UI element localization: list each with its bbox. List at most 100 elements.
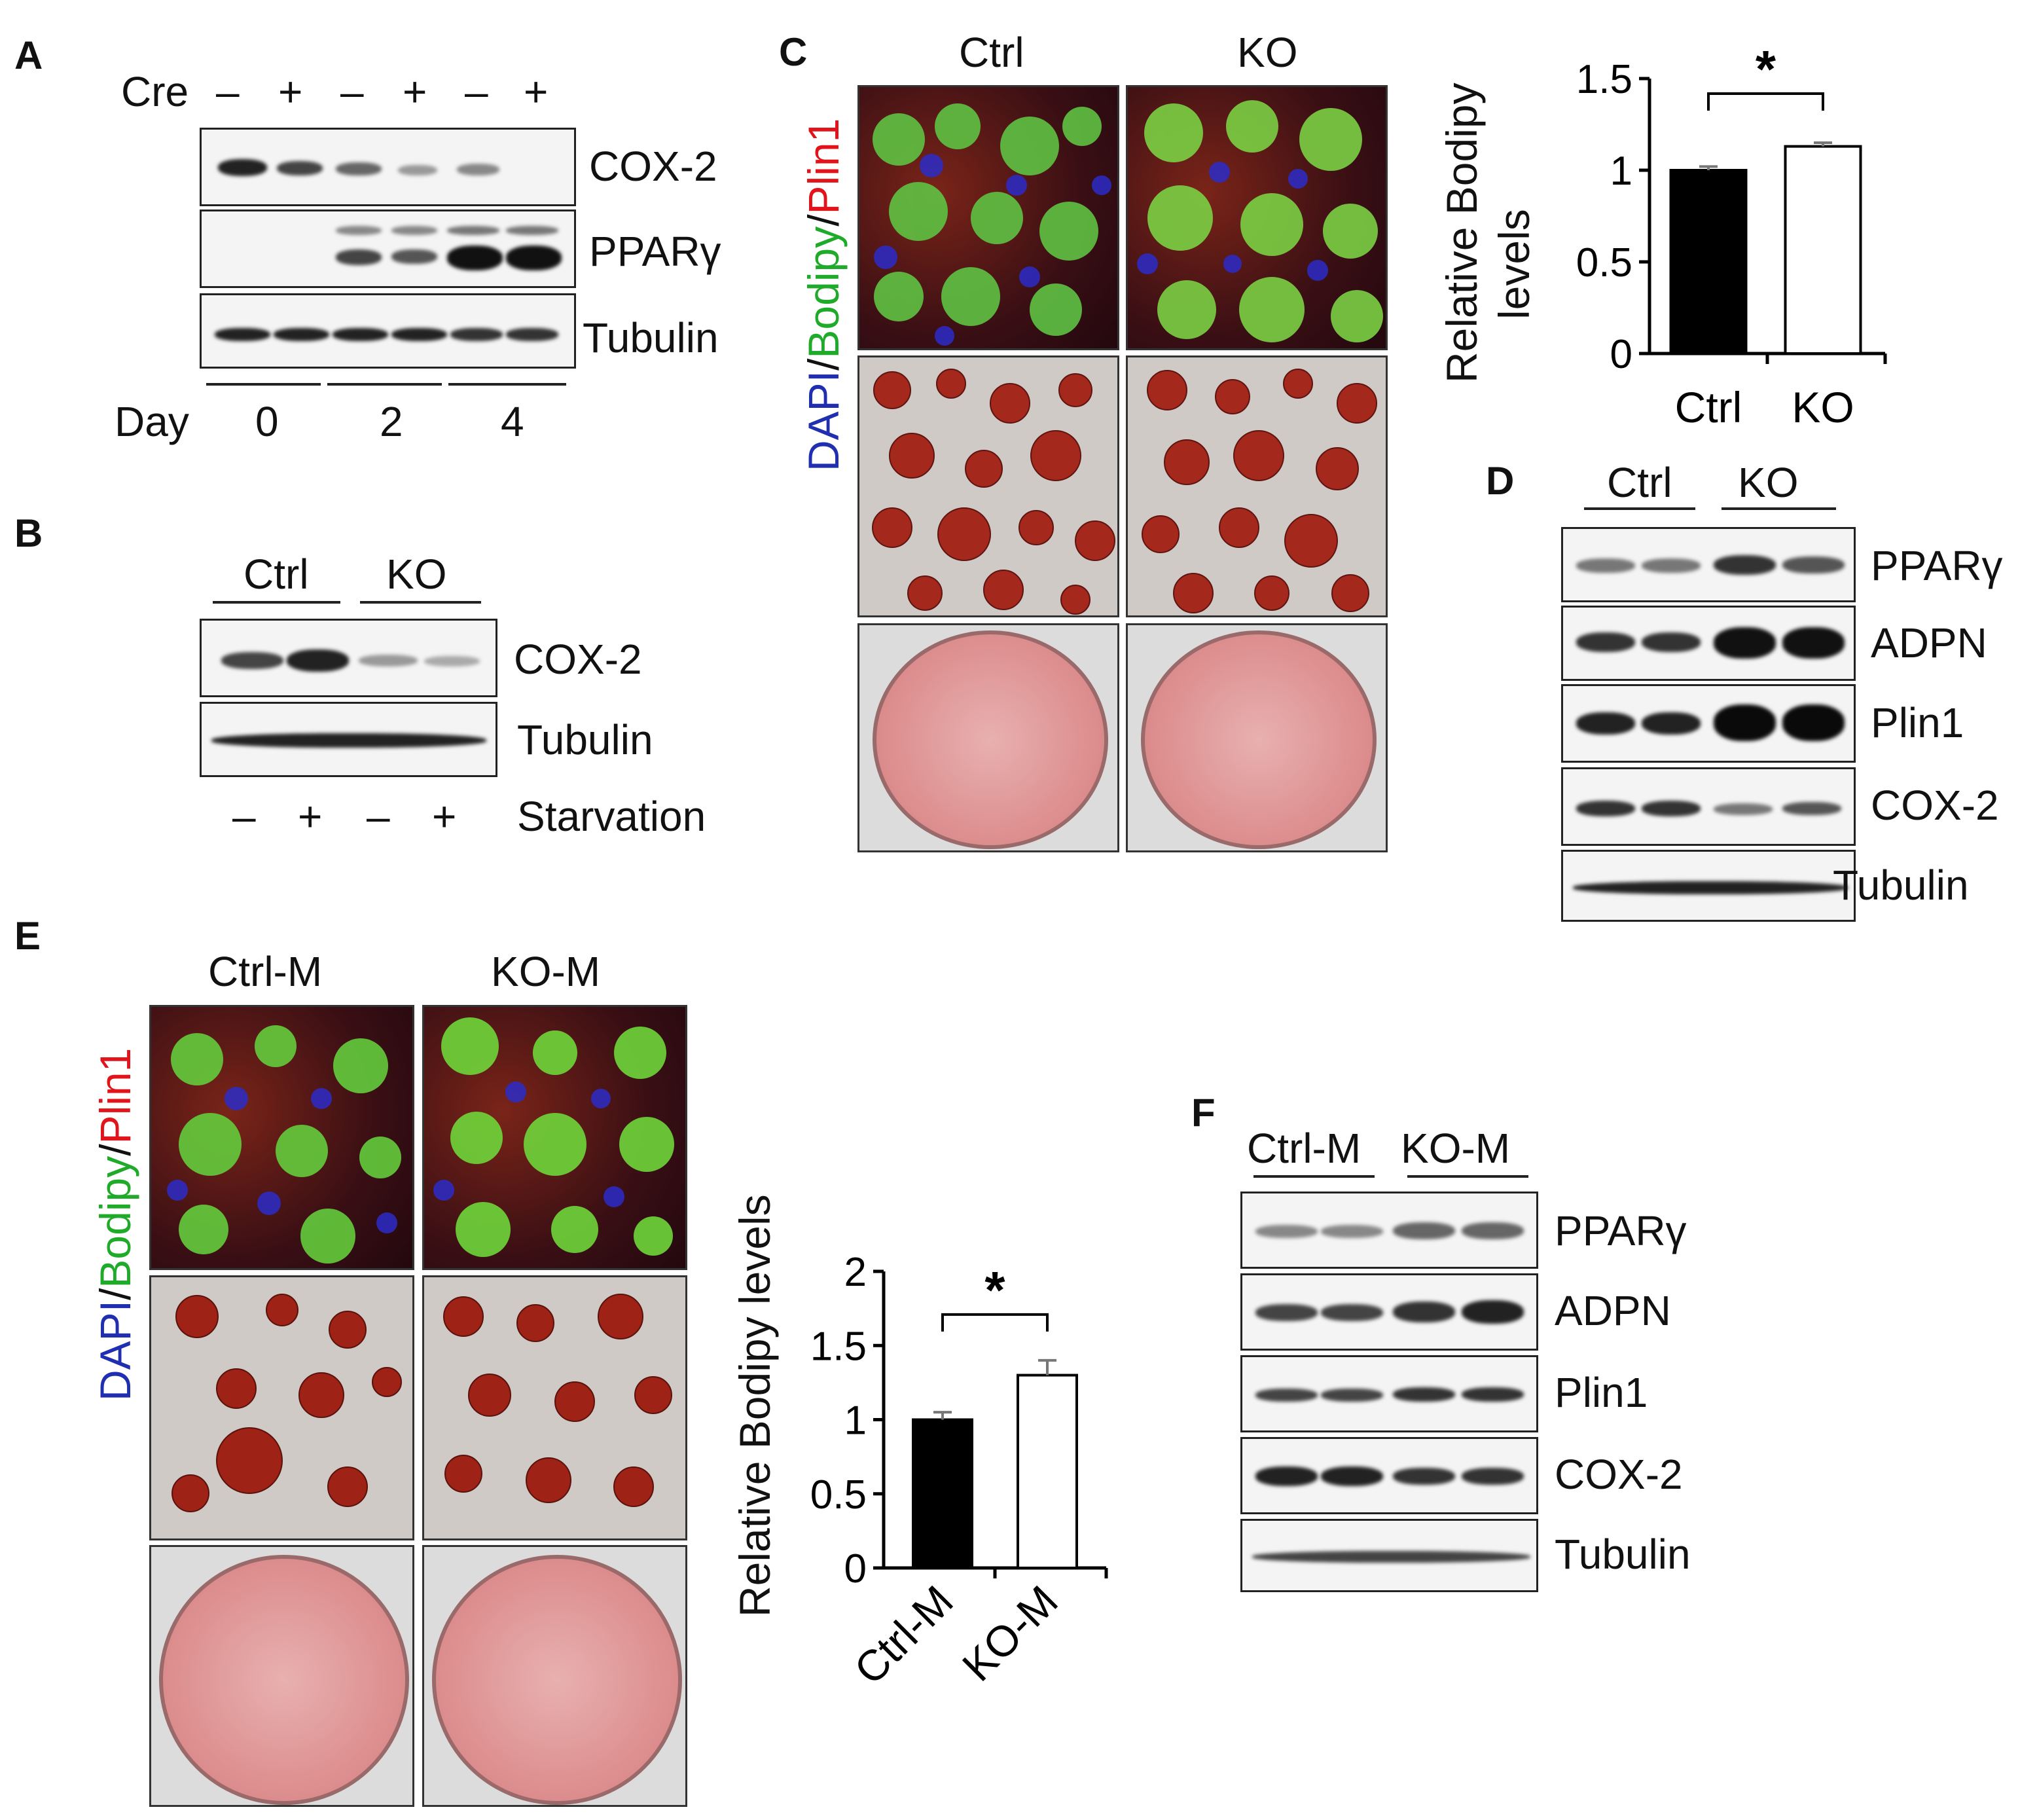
blot-label: Tubulin xyxy=(1833,862,1969,909)
group-label: KO xyxy=(1738,459,1799,506)
cre-sign: – xyxy=(465,68,488,115)
column-header: KO-M xyxy=(491,948,601,995)
blot-strip xyxy=(200,619,497,697)
blot-label: ADPN xyxy=(1871,619,1987,666)
day-label: Day xyxy=(115,398,189,445)
starv-sign: – xyxy=(232,793,256,840)
fluorescence-image-ko xyxy=(1126,85,1388,350)
blot-strip xyxy=(1240,1192,1538,1269)
stain-label: DAPI/Bodipy/Plin1 xyxy=(799,118,848,471)
dish-image-ko-m xyxy=(422,1545,687,1807)
blot-strip xyxy=(1240,1355,1538,1432)
blot-strip xyxy=(1240,1437,1538,1514)
blot-label-cox2: COX-2 xyxy=(514,636,642,683)
dish-image-ko xyxy=(1126,623,1388,852)
blot-strip xyxy=(200,209,576,288)
y-axis-label: Relative Bodipy xyxy=(1437,82,1486,383)
cre-sign: – xyxy=(340,68,364,115)
blot-strip xyxy=(1240,1273,1538,1351)
dish-image-ctrl xyxy=(857,623,1119,852)
panel-label-b: B xyxy=(14,511,43,555)
blot-label: Tubulin xyxy=(1555,1531,1691,1578)
column-header: KO xyxy=(1237,29,1298,76)
blot-label: Plin1 xyxy=(1871,699,1964,746)
y-tick-label: 1.5 xyxy=(810,1324,867,1369)
panel-label-c: C xyxy=(779,30,808,74)
group-label: KO-M xyxy=(1401,1125,1511,1172)
dish-image-ctrl-m xyxy=(149,1545,414,1807)
y-tick-label: 0.5 xyxy=(810,1472,867,1518)
y-tick-label: 1.5 xyxy=(1576,57,1632,102)
column-header: Ctrl-M xyxy=(208,948,323,995)
panel-label-e: E xyxy=(14,914,41,958)
blot-label: PPARγ xyxy=(1871,542,2003,589)
y-tick-label: 0 xyxy=(1610,332,1632,377)
panel-label-d: D xyxy=(1486,459,1515,503)
bar xyxy=(912,1418,973,1569)
blot-label-tubulin: Tubulin xyxy=(517,716,653,763)
blot-strip xyxy=(200,128,576,206)
blot-label-ppar: PPARγ xyxy=(589,228,721,275)
starv-sign: + xyxy=(432,793,457,840)
significance-bracket xyxy=(1707,92,1824,111)
group-label: Ctrl xyxy=(243,551,309,598)
starvation-label: Starvation xyxy=(517,793,706,840)
blot-strip xyxy=(1561,850,1856,922)
x-tick-label: Ctrl-M xyxy=(845,1576,962,1694)
day-value: 0 xyxy=(255,398,279,445)
blot-strip xyxy=(200,293,576,369)
significance-bracket xyxy=(941,1313,1049,1332)
cre-label: Cre xyxy=(121,68,189,115)
oil-red-image-ctrl-m xyxy=(149,1275,414,1540)
x-tick-label: Ctrl xyxy=(1675,383,1742,431)
blot-strip xyxy=(1561,606,1856,681)
starv-sign: – xyxy=(367,793,390,840)
oil-red-image-ko xyxy=(1126,355,1388,617)
blot-label: COX-2 xyxy=(1871,782,1999,829)
panel-label-f: F xyxy=(1191,1091,1216,1135)
cre-sign: + xyxy=(524,68,549,115)
y-tick-label: 1 xyxy=(1610,149,1632,194)
blot-label-cox2: COX-2 xyxy=(589,143,717,190)
blot-strip xyxy=(1561,767,1856,846)
group-label: KO xyxy=(386,551,447,598)
significance-star: * xyxy=(984,1261,1005,1319)
cre-sign: + xyxy=(278,68,303,115)
bar xyxy=(1669,169,1748,355)
bar xyxy=(1784,145,1862,355)
fluorescence-image-ctrl-m xyxy=(149,1005,414,1270)
y-tick-label: 1 xyxy=(844,1398,867,1444)
stain-label: DAPI/Bodipy/Plin1 xyxy=(91,1047,139,1401)
significance-star: * xyxy=(1756,40,1776,98)
blot-label-tubulin: Tubulin xyxy=(583,314,719,361)
group-label: Ctrl-M xyxy=(1247,1125,1361,1172)
blot-label: PPARγ xyxy=(1555,1207,1687,1254)
oil-red-image-ctrl xyxy=(857,355,1119,617)
oil-red-image-ko-m xyxy=(422,1275,687,1540)
day-value: 2 xyxy=(380,398,403,445)
x-tick-label: KO xyxy=(1792,383,1854,431)
group-label: Ctrl xyxy=(1607,459,1672,506)
starv-sign: + xyxy=(298,793,323,840)
bar-chart: 0 0.5 1 1.5 Ctrl KO * xyxy=(1576,40,1887,431)
blot-label: ADPN xyxy=(1555,1287,1671,1334)
fluorescence-image-ctrl xyxy=(857,85,1119,350)
y-tick-label: 0 xyxy=(844,1546,867,1592)
y-tick-label: 2 xyxy=(844,1250,867,1295)
x-tick-label: KO-M xyxy=(953,1576,1067,1690)
panel-label-a: A xyxy=(14,33,43,77)
bar xyxy=(1017,1374,1078,1570)
cre-sign: – xyxy=(216,68,240,115)
blot-strip xyxy=(1561,684,1856,763)
y-tick-label: 0.5 xyxy=(1576,240,1632,285)
bar-chart: 0 0.5 1 1.5 2 Ctrl-MKO-M * xyxy=(810,1250,1108,1694)
day-value: 4 xyxy=(501,398,524,445)
blot-label: COX-2 xyxy=(1555,1451,1683,1498)
blot-strip xyxy=(1561,527,1856,602)
blot-strip xyxy=(200,702,497,777)
fluorescence-image-ko-m xyxy=(422,1005,687,1270)
cre-sign: + xyxy=(403,68,427,115)
blot-label: Plin1 xyxy=(1555,1369,1648,1416)
blot-strip xyxy=(1240,1519,1538,1592)
column-header: Ctrl xyxy=(959,29,1024,76)
